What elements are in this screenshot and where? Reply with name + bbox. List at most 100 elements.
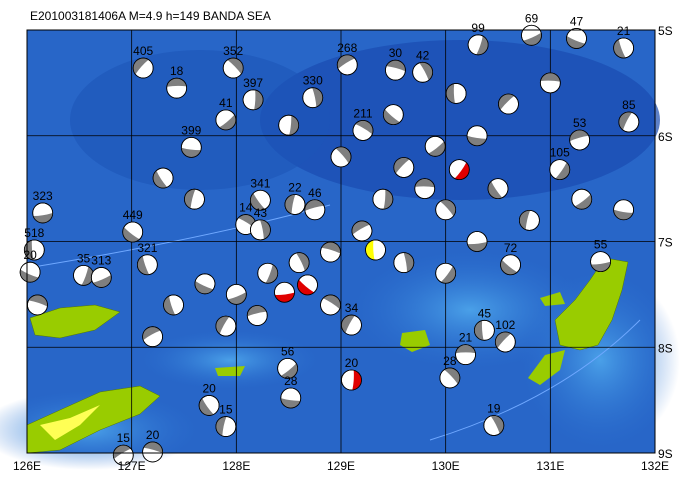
depth-label: 55 xyxy=(594,238,608,252)
ball-compression xyxy=(219,114,236,130)
depth-label: 397 xyxy=(243,76,263,90)
focal-mechanism xyxy=(222,57,244,79)
y-tick-label: 8S xyxy=(658,341,673,355)
ball-compression xyxy=(591,261,611,272)
ball-compression xyxy=(143,441,163,454)
ball-compression xyxy=(498,94,515,110)
focal-mechanism xyxy=(414,178,436,200)
focal-mechanism xyxy=(136,254,158,276)
focal-mechanism xyxy=(163,294,184,316)
depth-label: 20 xyxy=(202,381,216,395)
focal-mechanism xyxy=(112,444,134,466)
focal-mechanism xyxy=(435,199,457,221)
ball-outline xyxy=(215,416,237,437)
ball-compression xyxy=(613,39,626,58)
depth-label: 20 xyxy=(146,428,160,442)
x-tick-label: 130E xyxy=(432,459,460,473)
focal-mechanism xyxy=(372,188,394,210)
focal-mechanism xyxy=(73,264,94,286)
ball-compression xyxy=(92,275,112,288)
ball-compression xyxy=(20,269,39,283)
ball-compression xyxy=(215,416,227,436)
depth-label: 313 xyxy=(91,253,111,267)
ball-compression xyxy=(403,252,414,273)
focal-mechanism xyxy=(166,77,188,99)
ball-compression xyxy=(250,193,265,211)
ball-outline xyxy=(613,37,634,59)
ball-compression xyxy=(254,90,264,110)
focal-mechanism xyxy=(341,369,362,391)
focal-mechanism xyxy=(215,315,237,337)
ball-compression xyxy=(199,398,214,416)
focal-mechanism xyxy=(566,28,587,49)
focal-mechanism xyxy=(184,188,205,210)
ball-compression xyxy=(280,398,301,409)
ball-compression xyxy=(365,240,375,260)
ball-compression xyxy=(227,292,247,305)
focal-mechanism xyxy=(467,34,489,56)
ball-outline xyxy=(320,294,341,316)
depth-label: 99 xyxy=(471,21,485,35)
focal-mechanism xyxy=(393,252,415,274)
ball-outline xyxy=(393,157,415,178)
focal-mechanism xyxy=(365,239,386,261)
island-yamdena xyxy=(554,257,629,351)
ball-outline xyxy=(288,252,310,274)
ball-outline xyxy=(341,369,362,391)
focal-mechanism xyxy=(466,231,488,252)
focal-mechanism xyxy=(277,357,299,379)
focal-mechanism xyxy=(90,267,112,288)
ball-outline xyxy=(519,209,540,231)
ball-outline xyxy=(473,319,495,341)
focal-mechanism xyxy=(351,220,373,242)
focal-mechanism xyxy=(152,167,174,189)
highland xyxy=(40,405,100,440)
focal-mechanism xyxy=(250,189,271,211)
ball-outline xyxy=(198,395,220,416)
focal-mechanism xyxy=(257,262,279,284)
ball-outline xyxy=(494,331,516,353)
depth-label: 211 xyxy=(353,106,372,120)
ball-compression xyxy=(122,227,140,242)
ball-compression xyxy=(419,62,433,81)
focal-mechanism xyxy=(284,194,306,215)
focal-mechanism xyxy=(393,157,415,178)
ball-outline xyxy=(613,199,634,221)
focal-mechanism xyxy=(32,202,54,224)
depth-label: 56 xyxy=(281,344,295,358)
depth-label: 22 xyxy=(288,180,302,194)
ball-outline xyxy=(215,315,237,337)
ball-outline xyxy=(152,167,174,189)
focal-mechanism xyxy=(242,89,264,111)
ball-outline xyxy=(274,281,295,303)
focal-mechanism xyxy=(297,274,318,296)
x-tick-label: 128E xyxy=(222,459,250,473)
focal-mechanism xyxy=(487,178,509,200)
focal-mechanism xyxy=(521,24,542,46)
ball-outline xyxy=(352,120,374,141)
depth-label: 330 xyxy=(303,74,323,88)
x-tick-label: 131E xyxy=(536,459,564,473)
ball-compression xyxy=(440,199,456,217)
ball-compression xyxy=(323,294,341,310)
ball-compression xyxy=(215,316,230,334)
map-title: E201003181406A M=4.9 h=149 BANDA SEA xyxy=(30,9,271,23)
focal-mechanism xyxy=(571,188,593,210)
depth-label: 323 xyxy=(33,189,53,203)
ball-compression xyxy=(296,252,310,271)
ball-outline xyxy=(382,104,404,125)
ball-outline xyxy=(424,135,446,157)
ball-outline xyxy=(618,111,640,133)
ball-outline xyxy=(467,34,489,56)
ball-compression xyxy=(440,266,456,284)
focal-mechanism xyxy=(385,59,406,81)
focal-mechanism xyxy=(382,104,404,125)
ball-outline xyxy=(284,194,306,215)
focal-mechanism xyxy=(122,221,144,243)
focal-mechanism xyxy=(618,111,640,133)
island-small xyxy=(528,350,565,385)
x-tick-label: 129E xyxy=(327,459,355,473)
ball-compression xyxy=(312,87,323,108)
depth-label: 45 xyxy=(478,306,492,320)
